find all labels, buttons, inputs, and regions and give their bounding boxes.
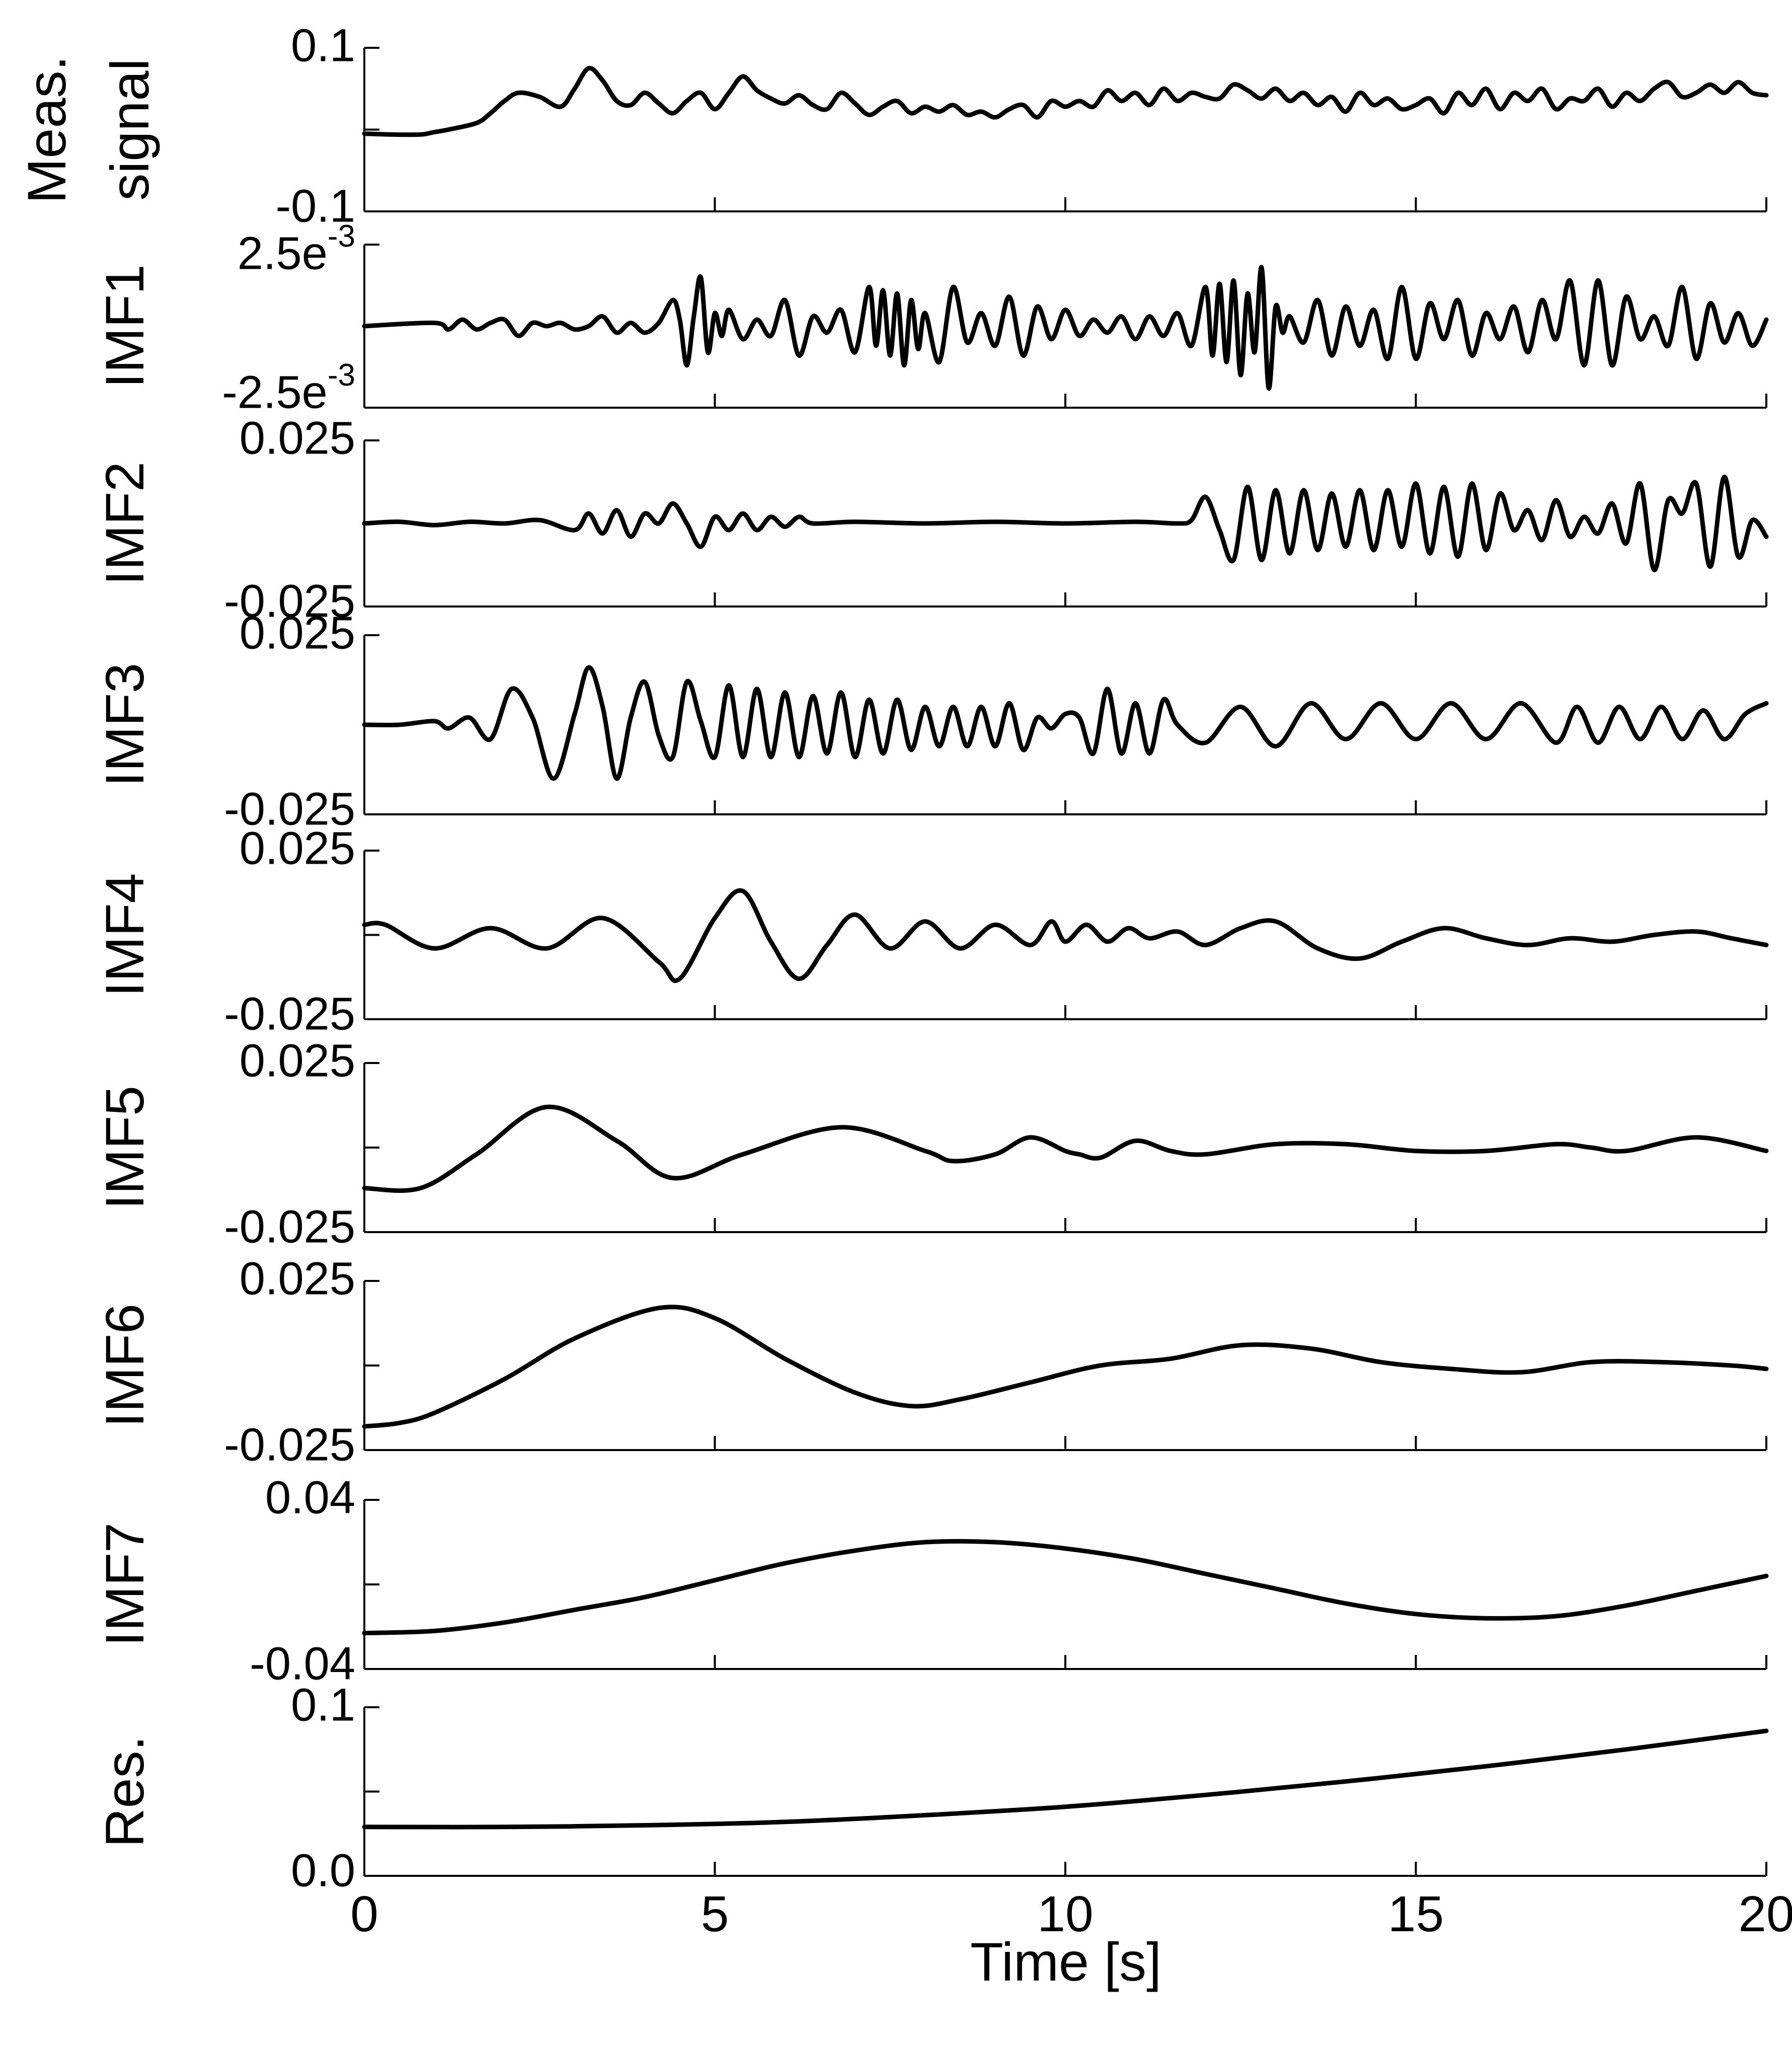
panel-imf2: 0.025 -0.025 IMF2 xyxy=(94,412,1769,627)
panel-imf1: 2.5e-3 -2.5e-3 IMF1 xyxy=(94,219,1769,418)
series-line-imf6 xyxy=(362,1305,1769,1429)
x-axis: Time [s] 0 5 10 15 20 xyxy=(350,1886,1792,1992)
panel-ylabel: Res. xyxy=(94,1735,155,1847)
panel-meas: 0.1 -0.1 Meas. signal xyxy=(16,20,1769,232)
panel-res: 0.1 0.0 Res. xyxy=(94,1679,1769,1896)
y-tick-label-bottom-exponent: -3 xyxy=(328,358,355,393)
series-line-imf2 xyxy=(362,475,1769,572)
y-tick-label-top: 0.04 xyxy=(265,1472,355,1523)
series-line-imf3 xyxy=(362,665,1769,781)
y-tick-label-bottom: -0.025 xyxy=(224,575,355,627)
x-tick-label: 20 xyxy=(1738,1886,1792,1942)
y-tick-label-bottom: -0.1 xyxy=(275,180,355,232)
panel-ylabel: IMF6 xyxy=(94,1304,155,1427)
y-tick-label-top: 0.025 xyxy=(240,607,355,658)
y-tick-label-top-exponent: -3 xyxy=(328,219,355,254)
series-line-imf1 xyxy=(362,265,1769,391)
panel-ylabel: IMF3 xyxy=(94,663,155,787)
y-tick-label-bottom: -0.025 xyxy=(224,1419,355,1470)
x-tick-label: 15 xyxy=(1388,1886,1444,1942)
y-tick-label-top: 0.025 xyxy=(240,412,355,464)
panel-ylabel: IMF2 xyxy=(94,462,155,585)
y-tick-label-bottom: -2.5e-3 xyxy=(222,358,355,418)
series-line-imf5 xyxy=(362,1104,1769,1193)
x-tick-label: 10 xyxy=(1037,1886,1093,1942)
y-tick-label-top: 0.1 xyxy=(291,1679,355,1730)
panel-imf3: 0.025 -0.025 IMF3 xyxy=(94,607,1769,834)
x-tick-label: 5 xyxy=(701,1886,729,1942)
panels: 0.1 -0.1 Meas. signal 2.5e-3 -2.5e-3 IMF1 0.025… xyxy=(16,20,1769,1896)
y-tick-label-bottom: -0.025 xyxy=(224,1201,355,1252)
panel-ylabel: IMF4 xyxy=(94,873,155,997)
panel-ylabel: Meas. xyxy=(16,55,77,203)
y-tick-label-top: 0.1 xyxy=(291,20,355,71)
panel-imf6: 0.025 -0.025 IMF6 xyxy=(94,1253,1769,1470)
panel-imf5: 0.025 -0.025 IMF5 xyxy=(94,1035,1769,1252)
series-line-imf7 xyxy=(362,1539,1769,1636)
panel-ylabel: signal xyxy=(99,58,160,200)
y-tick-label-top: 2.5e-3 xyxy=(238,219,355,279)
panel-imf4: 0.025 -0.025 IMF4 xyxy=(94,822,1769,1039)
y-tick-label-bottom: -0.025 xyxy=(224,988,355,1039)
y-tick-label-top: 0.025 xyxy=(240,1253,355,1304)
y-tick-label-top: 0.025 xyxy=(240,822,355,874)
y-tick-label-top: 0.025 xyxy=(240,1035,355,1086)
panel-ylabel: IMF1 xyxy=(94,264,155,388)
series-line-res xyxy=(362,1728,1769,1830)
x-axis-label: Time [s] xyxy=(970,1931,1161,1992)
y-tick-label-bottom: -0.025 xyxy=(224,783,355,834)
panel-ylabel: IMF5 xyxy=(94,1086,155,1209)
series-line-meas xyxy=(362,65,1769,137)
series-line-imf4 xyxy=(362,888,1769,983)
x-tick-label: 0 xyxy=(350,1886,378,1942)
y-tick-label-bottom: 0.0 xyxy=(291,1845,355,1896)
panel-ylabel: IMF7 xyxy=(94,1523,155,1646)
panel-imf7: 0.04 -0.04 IMF7 xyxy=(94,1472,1769,1689)
y-tick-label-bottom: -0.04 xyxy=(250,1638,355,1689)
